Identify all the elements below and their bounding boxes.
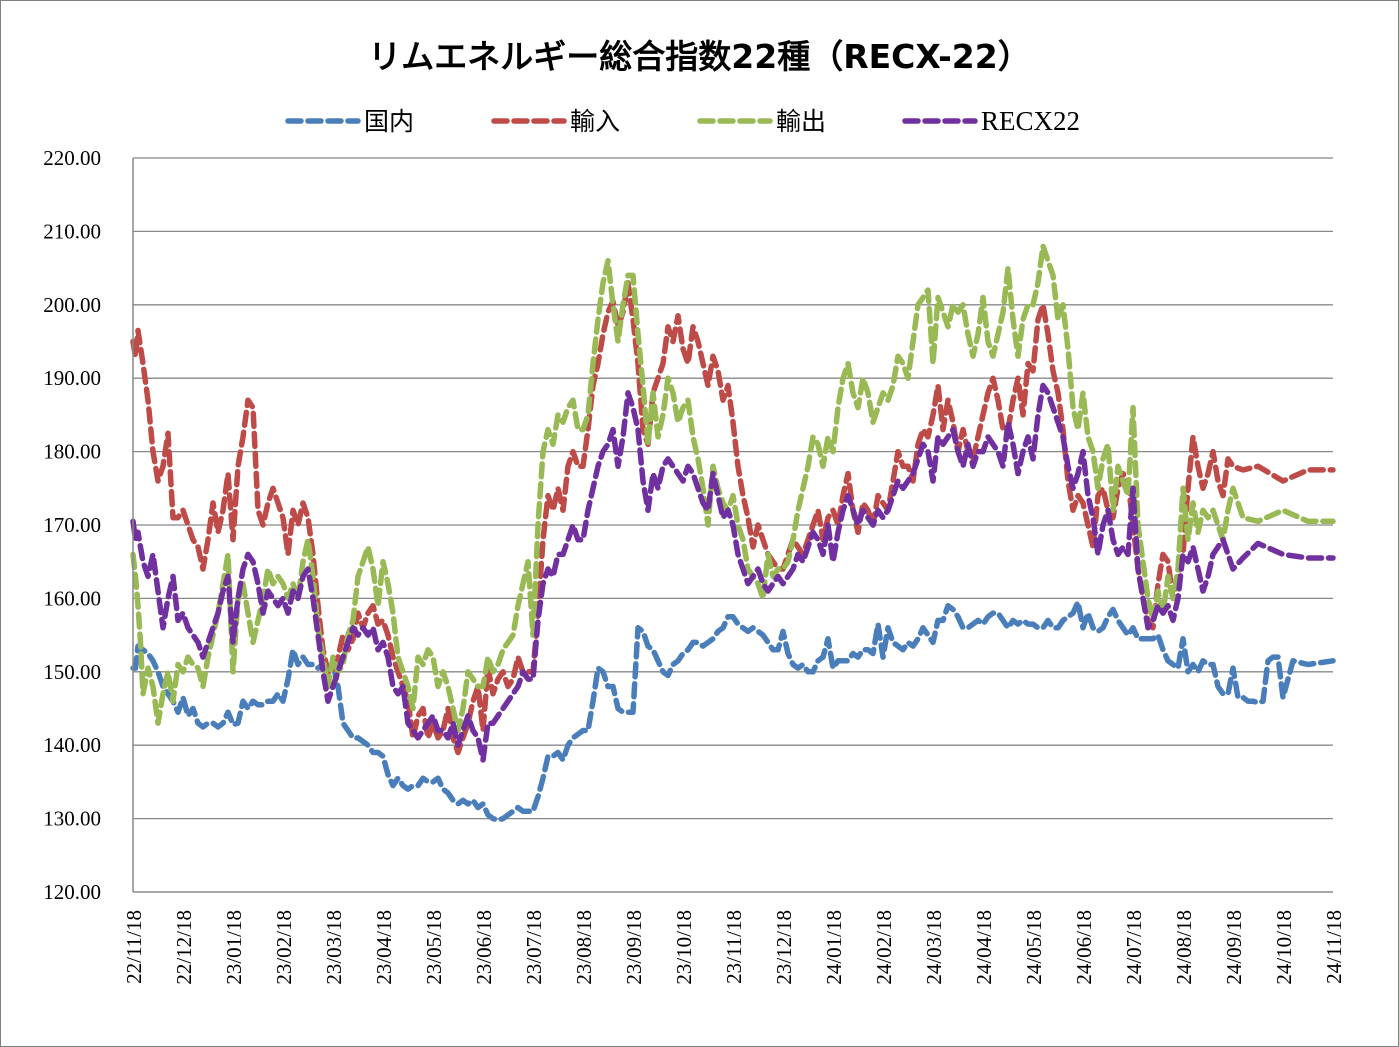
- x-tick-label: 23/02/18: [272, 910, 296, 985]
- y-tick-label: 120.00: [43, 880, 101, 904]
- x-tick-label: 24/06/18: [1072, 910, 1096, 985]
- x-tick-label: 24/08/18: [1172, 910, 1196, 985]
- y-tick-label: 220.00: [43, 146, 101, 170]
- x-tick-label: 23/05/18: [422, 910, 446, 985]
- y-tick-label: 200.00: [43, 293, 101, 317]
- x-tick-label: 23/03/18: [322, 910, 346, 985]
- x-tick-label: 24/09/18: [1222, 910, 1246, 985]
- legend-label: RECX22: [981, 106, 1080, 136]
- x-tick-label: 23/08/18: [572, 910, 596, 985]
- x-tick-label: 23/12/18: [772, 910, 796, 985]
- x-tick-label: 24/04/18: [972, 910, 996, 985]
- x-tick-label: 24/07/18: [1122, 910, 1146, 985]
- y-tick-label: 170.00: [43, 513, 101, 537]
- series-lines: [130, 243, 1336, 823]
- x-tick-label: 23/07/18: [522, 910, 546, 985]
- series-line-RECX22: [130, 382, 1336, 763]
- x-tick-label: 24/03/18: [922, 910, 946, 985]
- y-tick-label: 180.00: [43, 440, 101, 464]
- x-tick-label: 24/11/18: [1322, 910, 1346, 984]
- x-axis-ticks: 22/11/18 22/12/18 23/01/18 23/02/18 23/03/18…: [122, 910, 1346, 985]
- x-tick-label: 24/05/18: [1022, 910, 1046, 985]
- series-line-輸出: [130, 243, 1336, 734]
- legend: 国内 輸入 輸出 RECX22: [285, 106, 1080, 136]
- chart-title: リムエネルギー総合指数22種（RECX-22）: [368, 37, 1031, 76]
- legend-label: 輸出: [776, 107, 826, 136]
- y-tick-label: 150.00: [43, 660, 101, 684]
- y-tick-label: 210.00: [43, 219, 101, 243]
- series-line-輸入: [130, 280, 1336, 756]
- x-tick-label: 24/10/18: [1272, 910, 1296, 985]
- x-tick-label: 23/09/18: [622, 910, 646, 985]
- series-line-国内: [130, 599, 1336, 823]
- x-tick-label: 23/01/18: [222, 910, 246, 985]
- x-tick-label: 23/11/18: [722, 910, 746, 984]
- gridlines: [133, 157, 1333, 820]
- y-tick-label: 130.00: [43, 807, 101, 831]
- x-tick-label: 22/11/18: [122, 910, 146, 984]
- legend-label: 輸入: [570, 107, 620, 136]
- x-tick-label: 23/10/18: [672, 910, 696, 985]
- x-tick-label: 23/06/18: [472, 910, 496, 985]
- x-tick-label: 23/04/18: [372, 910, 396, 985]
- axes: [132, 158, 1333, 893]
- y-tick-label: 140.00: [43, 733, 101, 757]
- y-tick-label: 160.00: [43, 586, 101, 610]
- x-tick-label: 24/01/18: [822, 910, 846, 985]
- y-tick-label: 190.00: [43, 366, 101, 390]
- y-axis-ticks: 120.00 130.00 140.00 150.00 160.00 170.00 180.…: [43, 146, 101, 904]
- legend-label: 国内: [364, 107, 414, 136]
- x-tick-label: 22/12/18: [172, 910, 196, 985]
- x-tick-label: 24/02/18: [872, 910, 896, 985]
